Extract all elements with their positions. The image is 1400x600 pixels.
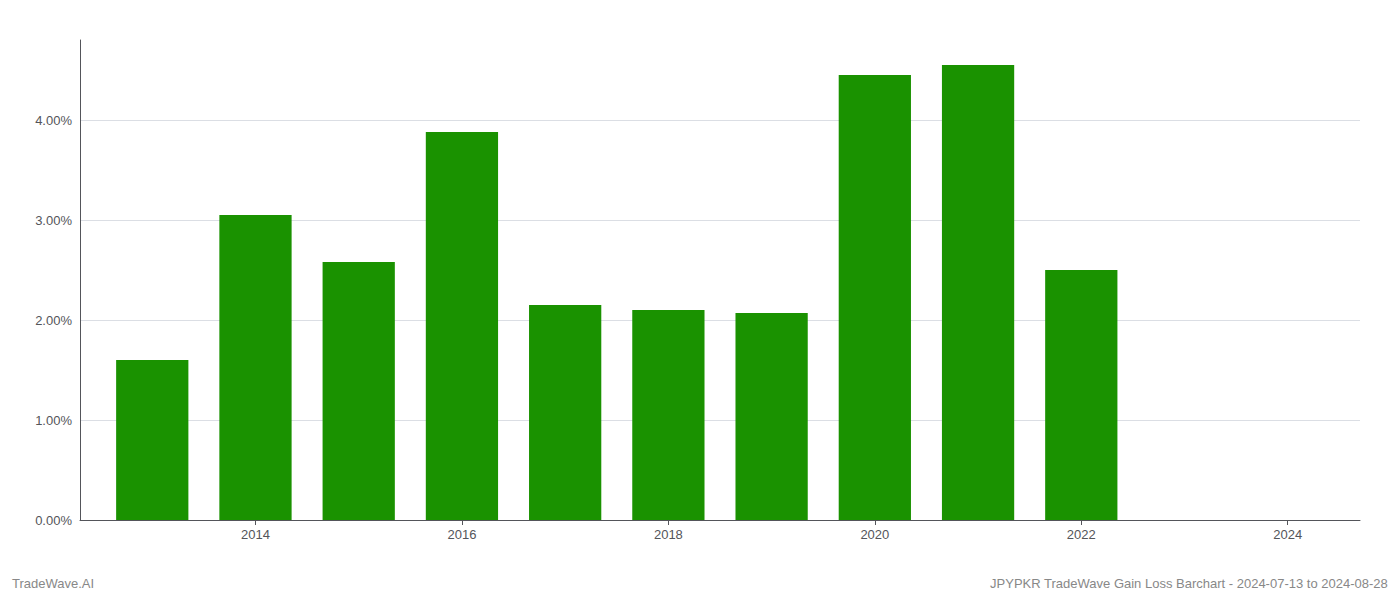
svg-text:2022: 2022 <box>1067 527 1096 542</box>
svg-text:JPYPKR TradeWave Gain Loss Bar: JPYPKR TradeWave Gain Loss Barchart - 20… <box>990 576 1388 591</box>
svg-text:2020: 2020 <box>860 527 889 542</box>
svg-text:1.00%: 1.00% <box>35 413 72 428</box>
svg-text:2014: 2014 <box>241 527 270 542</box>
svg-text:2024: 2024 <box>1273 527 1302 542</box>
svg-text:4.00%: 4.00% <box>35 113 72 128</box>
svg-text:3.00%: 3.00% <box>35 213 72 228</box>
svg-text:2018: 2018 <box>654 527 683 542</box>
svg-text:2016: 2016 <box>447 527 476 542</box>
svg-text:2.00%: 2.00% <box>35 313 72 328</box>
svg-text:TradeWave.AI: TradeWave.AI <box>12 576 94 591</box>
svg-text:0.00%: 0.00% <box>35 513 72 528</box>
